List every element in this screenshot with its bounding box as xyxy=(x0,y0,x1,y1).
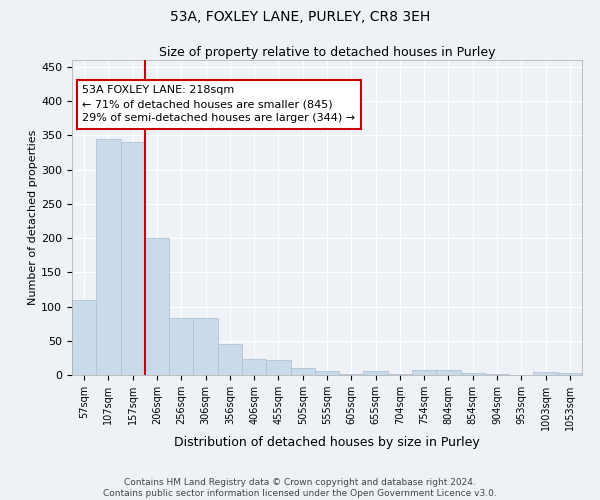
Text: 53A, FOXLEY LANE, PURLEY, CR8 3EH: 53A, FOXLEY LANE, PURLEY, CR8 3EH xyxy=(170,10,430,24)
Bar xyxy=(96,138,121,375)
Bar xyxy=(266,360,290,375)
Bar xyxy=(193,318,218,375)
Bar xyxy=(339,374,364,375)
X-axis label: Distribution of detached houses by size in Purley: Distribution of detached houses by size … xyxy=(174,436,480,448)
Bar xyxy=(290,368,315,375)
Bar xyxy=(485,374,509,375)
Bar xyxy=(121,142,145,375)
Bar xyxy=(558,373,582,375)
Bar xyxy=(412,370,436,375)
Bar xyxy=(533,372,558,375)
Bar xyxy=(218,344,242,375)
Bar xyxy=(242,359,266,375)
Title: Size of property relative to detached houses in Purley: Size of property relative to detached ho… xyxy=(159,46,495,59)
Bar xyxy=(145,238,169,375)
Bar xyxy=(169,318,193,375)
Text: 53A FOXLEY LANE: 218sqm
← 71% of detached houses are smaller (845)
29% of semi-d: 53A FOXLEY LANE: 218sqm ← 71% of detache… xyxy=(82,85,355,123)
Bar xyxy=(72,300,96,375)
Bar xyxy=(364,371,388,375)
Bar xyxy=(388,374,412,375)
Bar xyxy=(315,371,339,375)
Bar xyxy=(436,370,461,375)
Text: Contains HM Land Registry data © Crown copyright and database right 2024.
Contai: Contains HM Land Registry data © Crown c… xyxy=(103,478,497,498)
Y-axis label: Number of detached properties: Number of detached properties xyxy=(28,130,38,305)
Bar xyxy=(461,373,485,375)
